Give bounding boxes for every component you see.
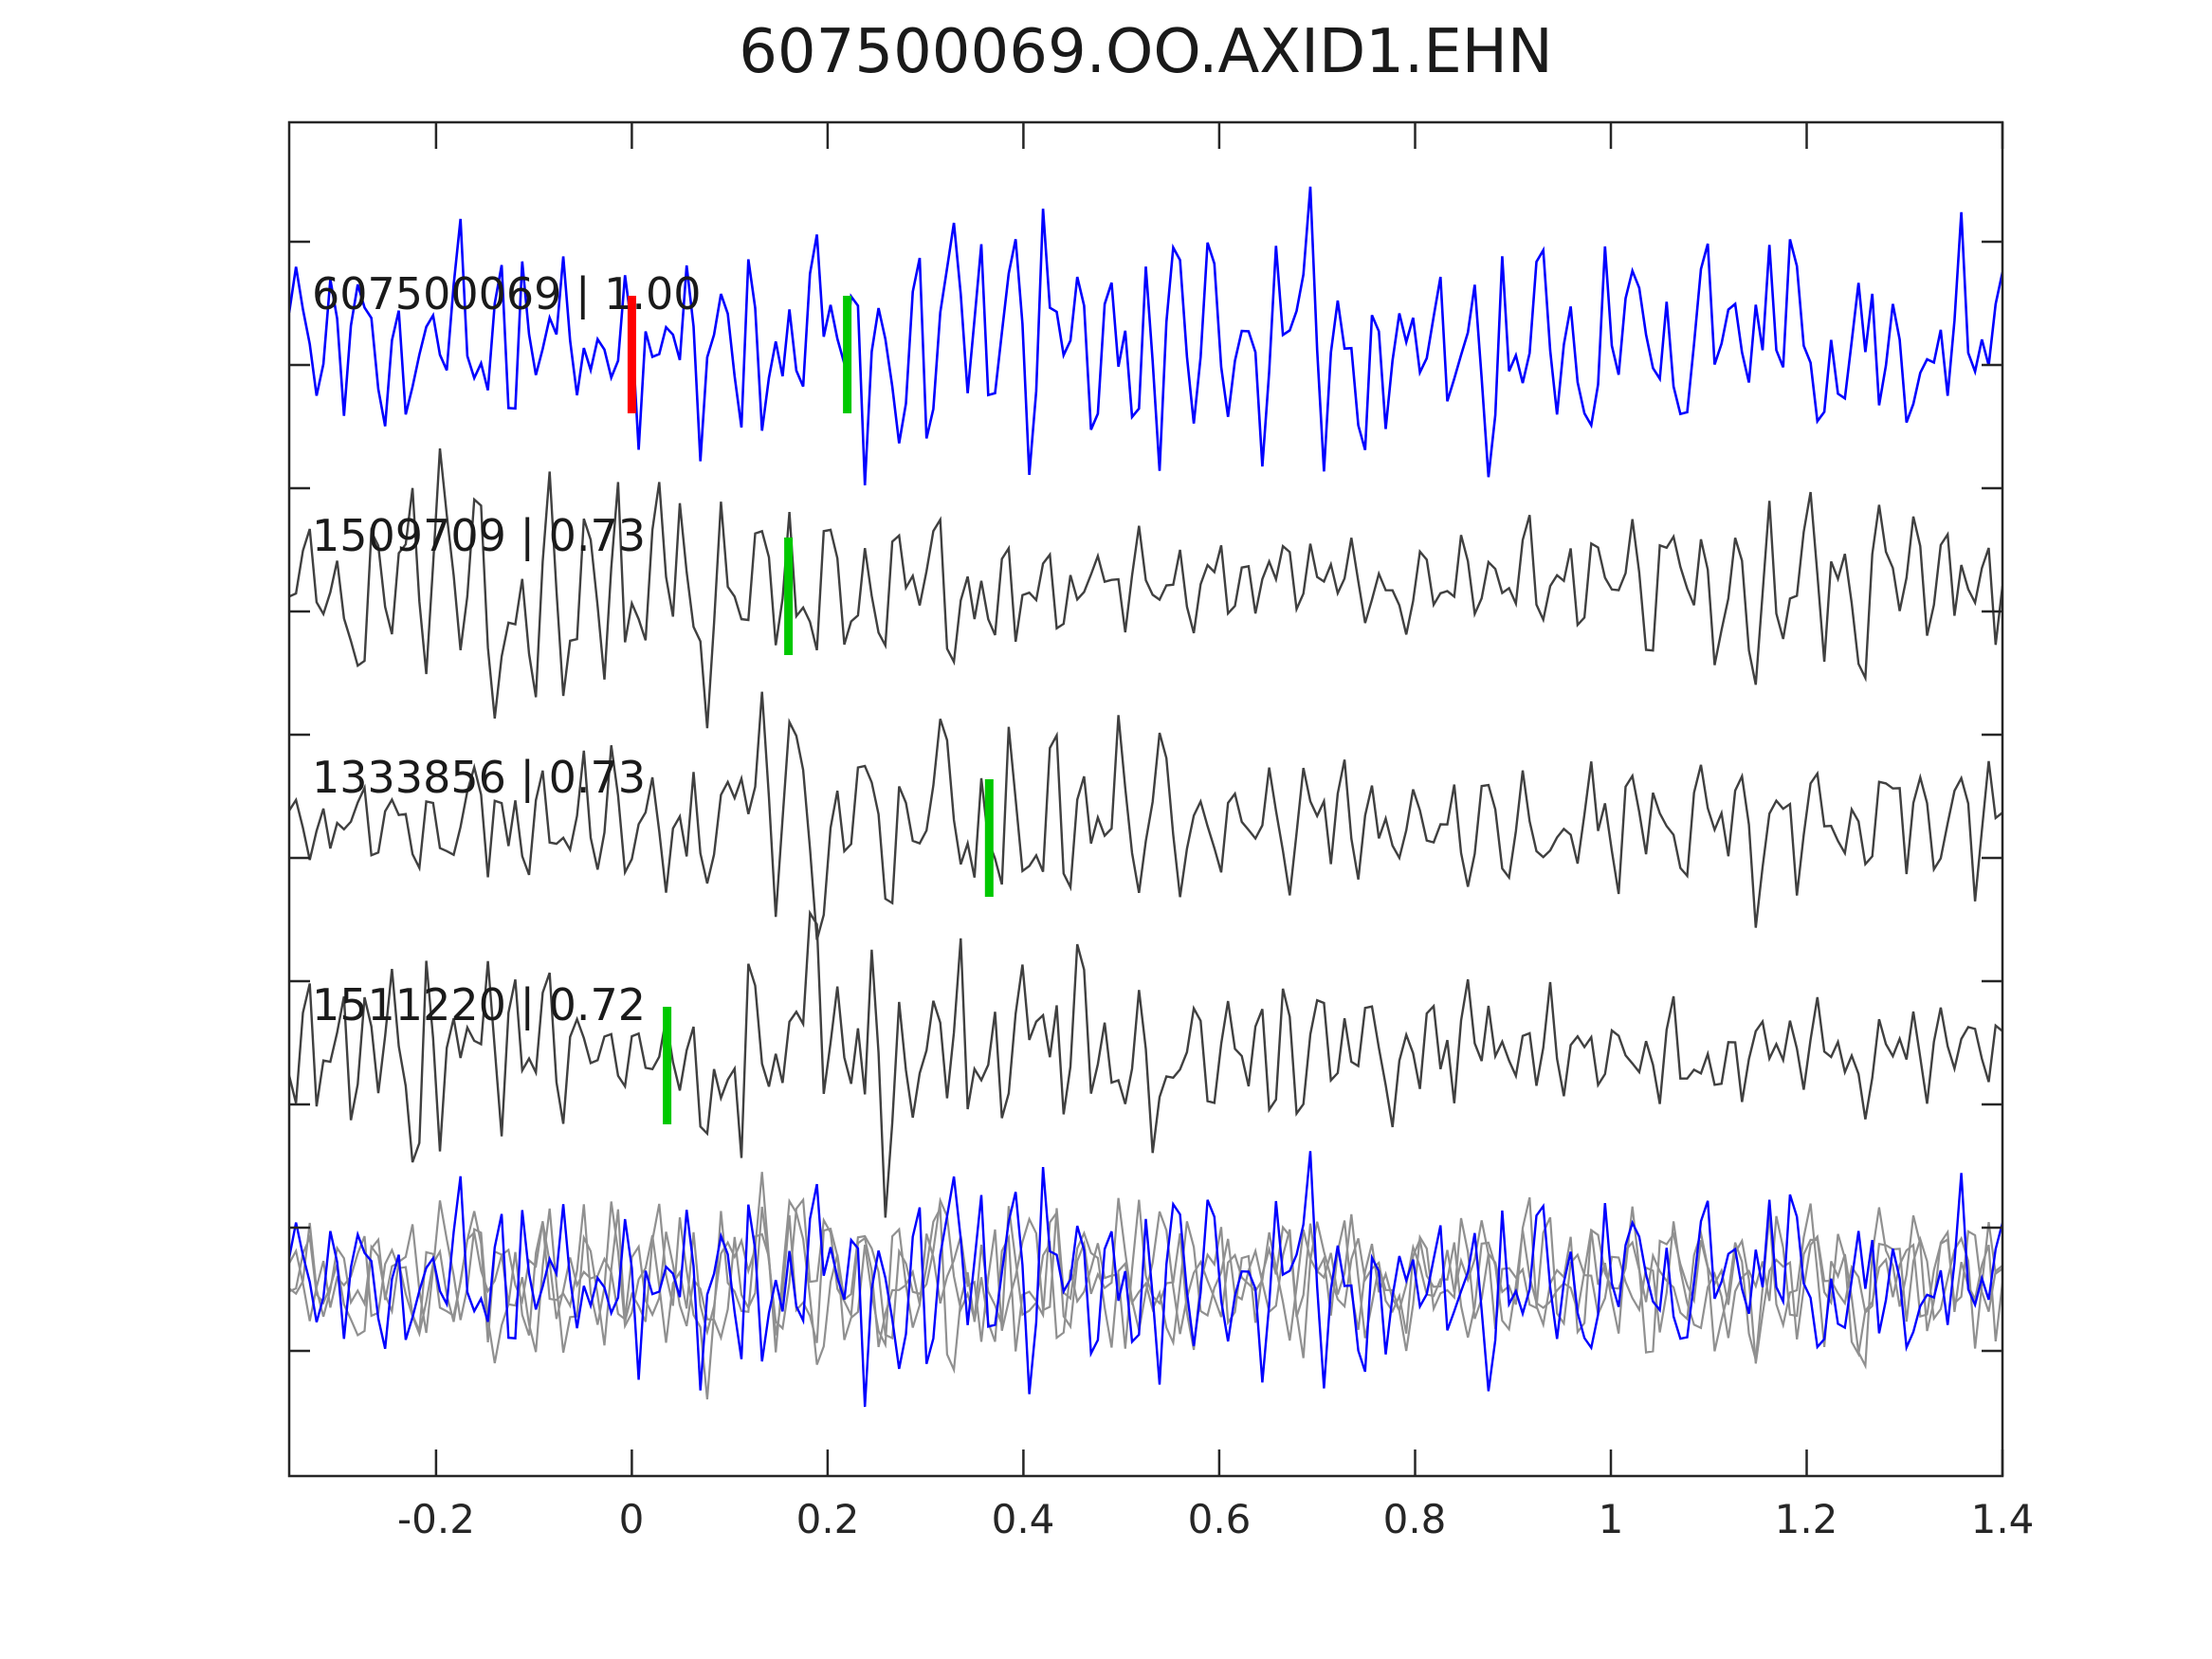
x-tick-label: 0.8 <box>1382 1496 1447 1542</box>
trace-607500069 <box>289 186 2002 485</box>
trace-1511220 <box>289 909 2002 1218</box>
trace-label-607500069: 607500069 | 1.00 <box>312 268 702 319</box>
trace-1509709 <box>289 447 2002 729</box>
x-tick-label: 0.2 <box>795 1496 860 1542</box>
pick-marker-1511220 <box>663 1007 672 1124</box>
x-tick-label: 1 <box>1598 1496 1624 1542</box>
plot-border <box>287 120 2004 1478</box>
pick-marker-1333856 <box>984 779 994 897</box>
trace-label-1509709: 1509709 | 0.73 <box>312 510 647 561</box>
pick-marker-607500069 <box>843 296 852 413</box>
x-tick-label: 1.2 <box>1774 1496 1838 1542</box>
pick-marker-1509709 <box>784 538 794 655</box>
trace-1333856 <box>289 691 2002 940</box>
trace-label-1511220: 1511220 | 0.72 <box>312 979 647 1030</box>
x-tick-label: 0.6 <box>1187 1496 1252 1542</box>
trace-overlay-template-1511220 <box>289 1196 2002 1358</box>
trace-label-1333856: 1333856 | 0.73 <box>312 752 647 803</box>
origin-marker-607500069 <box>627 296 636 413</box>
chart-title: 607500069.OO.AXID1.EHN <box>739 17 1553 87</box>
x-tick-label: 0.4 <box>991 1496 1055 1542</box>
trace-overlay-detection-607500069 <box>289 1151 2002 1408</box>
x-tick-label: -0.2 <box>397 1496 475 1542</box>
x-tick-label: 1.4 <box>1970 1496 2035 1542</box>
x-tick-label: 0 <box>618 1496 645 1542</box>
